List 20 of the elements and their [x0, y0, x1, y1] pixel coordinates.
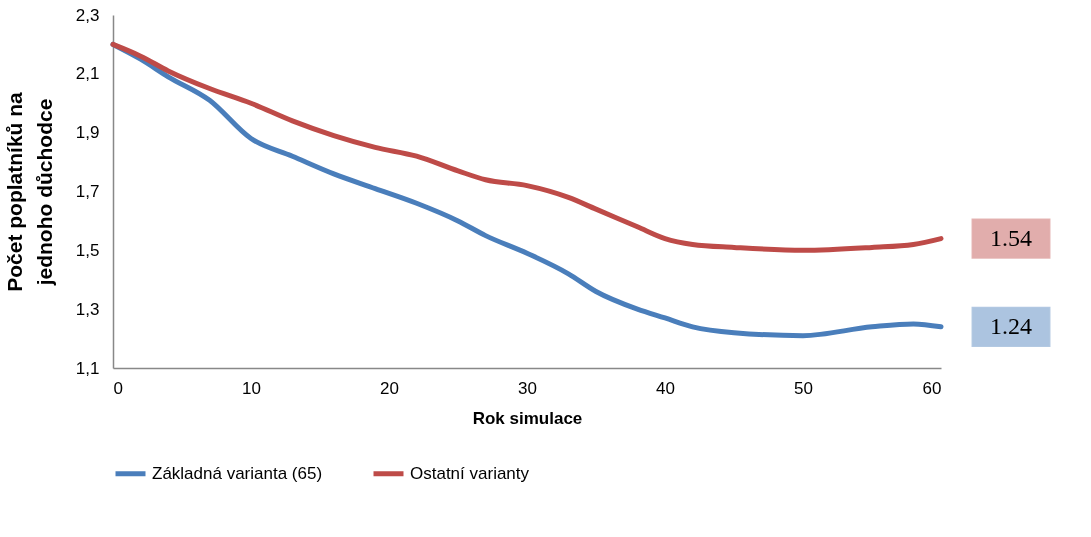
x-tick-label: 20: [380, 378, 399, 398]
y-tick-label: 2,3: [75, 5, 100, 25]
y-tick-label: 1,9: [75, 123, 100, 143]
y-tick-label: 1,5: [75, 240, 100, 260]
legend-label: Základná varianta (65): [152, 463, 323, 483]
y-tick-label: 1,1: [75, 358, 100, 378]
x-tick-label: 40: [656, 378, 675, 398]
annotation: 1.24: [990, 312, 1032, 339]
x-tick-label: 30: [518, 378, 537, 398]
y-tick-label: 2,1: [75, 64, 100, 84]
x-axis-title: Rok simulace: [472, 408, 583, 428]
legend-label: Ostatní varianty: [410, 463, 530, 483]
y-tick-label: 1,3: [75, 299, 100, 319]
y-tick-label: 1,7: [75, 182, 100, 201]
y-axis-title: Počet poplatníků na jednoho důchodce: [2, 91, 56, 292]
x-tick-label: 50: [794, 378, 813, 398]
x-tick-label: 60: [922, 378, 942, 398]
x-tick-label: 10: [242, 378, 261, 398]
annotation: 1.54: [990, 224, 1032, 251]
x-tick-label: 0: [113, 378, 123, 398]
